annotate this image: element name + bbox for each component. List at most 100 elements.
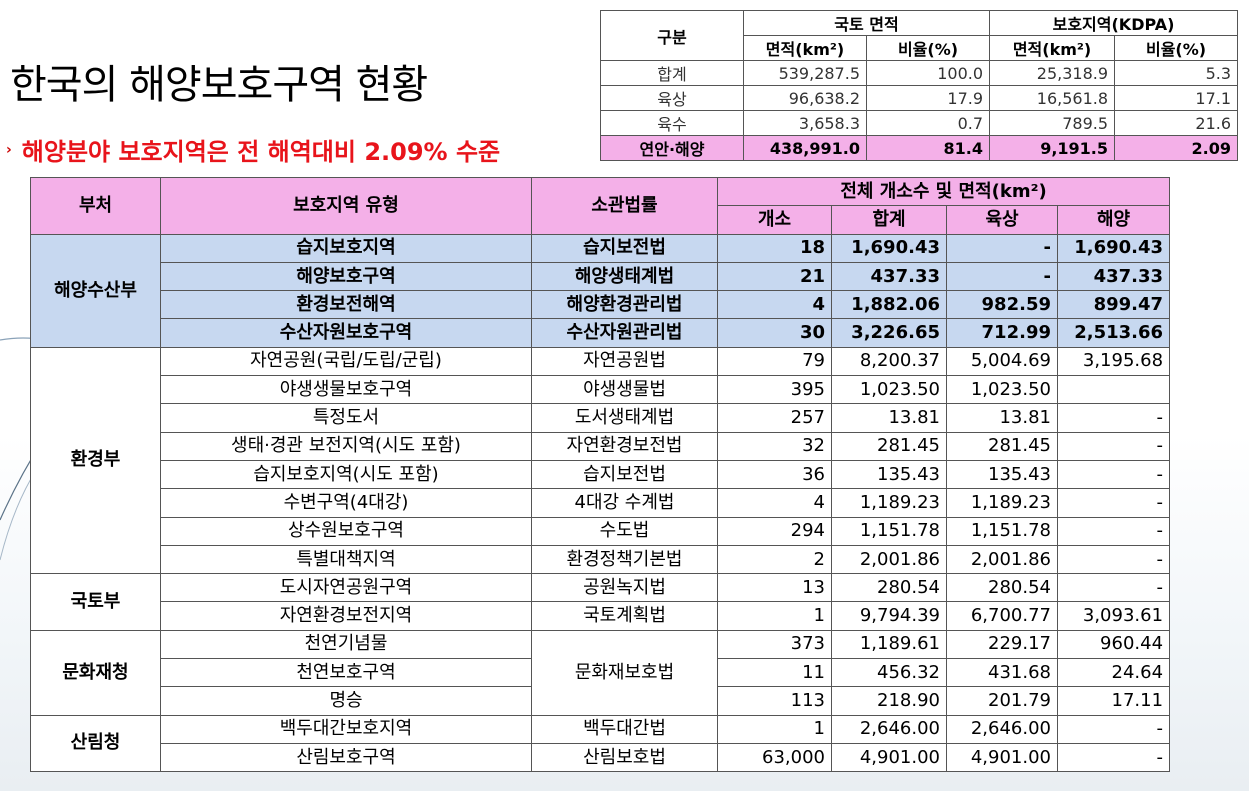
summary-row-label: 연안·해양 [600, 135, 744, 161]
type-cell: 특별대책지역 [160, 544, 532, 575]
subtitle-row: › 해양분야 보호지역은 전 해역대비 2.09% 수준 [6, 132, 500, 167]
summary-table: 구분 국토 면적 보호지역(KDPA) 면적(km²) 비율(%) 면적(km²… [600, 10, 1239, 161]
total-cell: 281.45 [831, 431, 947, 461]
law-cell: 문화재보호법 [531, 629, 718, 716]
law-cell: 습지보전법 [531, 233, 718, 263]
sea-cell: 24.64 [1056, 658, 1171, 688]
type-cell: 명승 [160, 686, 532, 716]
law-cell: 국토계획법 [531, 601, 718, 631]
summary-row-label: 육수 [600, 110, 744, 136]
summary-subheader-ratio: 비율(%) [1114, 35, 1239, 61]
total-cell: 3,226.65 [831, 318, 947, 348]
table-row: 야생생물보호구역 야생생물법 395 1,023.50 1,023.50 [31, 375, 1171, 405]
count-cell: 1 [717, 601, 832, 631]
total-cell: 13.81 [831, 403, 947, 433]
bullet-arrow-icon: › [6, 141, 12, 158]
table-row: 특정도서 도서생태계법 257 13.81 13.81 - [31, 403, 1171, 433]
sea-cell: - [1056, 742, 1171, 773]
land-cell: 4,901.00 [946, 742, 1058, 773]
land-cell: 2,646.00 [946, 714, 1058, 744]
count-cell: 11 [717, 658, 832, 688]
sea-cell: 960.44 [1056, 629, 1171, 660]
summary-row-highlight: 연안·해양 438,991.0 81.4 9,191.5 2.09 [600, 135, 1239, 161]
header-group: 전체 개소수 및 면적(km²) [716, 176, 1171, 207]
land-cell: 201.79 [946, 686, 1058, 716]
law-cell: 도서생태계법 [531, 403, 718, 433]
type-cell: 환경보전해역 [160, 290, 532, 320]
total-cell: 8,200.37 [831, 346, 947, 377]
sea-cell: 3,195.68 [1056, 346, 1171, 377]
type-cell: 천연보호구역 [160, 658, 532, 688]
type-cell: 특정도서 [160, 403, 532, 433]
total-cell: 2,001.86 [831, 544, 947, 575]
count-cell: 395 [717, 375, 832, 405]
total-cell: 437.33 [831, 261, 947, 292]
sea-cell: 899.47 [1056, 290, 1171, 320]
slide-title: 한국의 해양보호구역 현황 [10, 62, 428, 108]
count-cell: 18 [717, 233, 832, 263]
sea-cell: - [1056, 459, 1171, 490]
header-land: 육상 [946, 205, 1058, 235]
summary-header-category: 구분 [600, 10, 744, 61]
law-cell: 4대강 수계법 [531, 488, 718, 518]
dept-cell: 산림청 [30, 714, 161, 773]
summary-land-ratio: 100.0 [865, 60, 991, 86]
table-row: 국토부 도시자연공원구역 공원녹지법 13 280.54 280.54 - [30, 573, 1171, 631]
land-cell: 5,004.69 [946, 346, 1058, 377]
table-row: 명승 113 218.90 201.79 17.11 [31, 686, 1171, 716]
summary-header-land: 국토 면적 [742, 10, 991, 36]
land-cell: 712.99 [946, 318, 1058, 348]
table-row: 환경부 자연공원(국립/도립/군립) 자연공원법 79 8,200.37 5,0… [30, 346, 1171, 575]
table-row: 수산자원보호구역 수산자원관리법 30 3,226.65 712.99 2,51… [31, 318, 1171, 348]
summary-land-ratio: 0.7 [865, 110, 991, 136]
count-cell: 13 [717, 573, 832, 603]
sea-cell: - [1056, 714, 1171, 744]
table-row: 상수원보호구역 수도법 294 1,151.78 1,151.78 - [31, 516, 1171, 546]
table-row: 습지보호지역(시도 포함) 습지보전법 36 135.43 135.43 - [31, 459, 1171, 490]
total-cell: 2,646.00 [831, 714, 947, 744]
total-cell: 218.90 [831, 686, 947, 716]
header-count: 개소 [717, 205, 832, 235]
count-cell: 4 [717, 290, 832, 320]
law-cell: 수도법 [531, 516, 718, 546]
law-cell: 환경정책기본법 [531, 544, 718, 575]
type-cell: 산림보호구역 [160, 742, 532, 773]
sea-cell: - [1056, 544, 1171, 575]
law-cell: 산림보호법 [531, 742, 718, 773]
summary-pa-ratio: 2.09 [1114, 135, 1239, 161]
sea-cell: - [1056, 431, 1171, 461]
type-cell: 자연공원(국립/도립/군립) [160, 346, 532, 377]
law-cell: 야생생물법 [531, 375, 718, 405]
summary-pa-area: 16,561.8 [989, 85, 1116, 111]
law-cell: 해양생태계법 [531, 261, 718, 292]
summary-row: 육상 96,638.2 17.9 16,561.8 17.1 [600, 85, 1239, 111]
summary-row: 합계 539,287.5 100.0 25,318.9 5.3 [600, 60, 1239, 86]
type-cell: 수산자원보호구역 [160, 318, 532, 348]
table-row: 수변구역(4대강) 4대강 수계법 4 1,189.23 1,189.23 - [31, 488, 1171, 518]
type-cell: 수변구역(4대강) [160, 488, 532, 518]
count-cell: 4 [717, 488, 832, 518]
count-cell: 63,000 [717, 742, 832, 773]
table-row: 생태·경관 보전지역(시도 포함) 자연환경보전법 32 281.45 281.… [31, 431, 1171, 461]
sea-cell: 3,093.61 [1056, 601, 1171, 631]
table-row: 자연환경보전지역 국토계획법 1 9,794.39 6,700.77 3,093… [31, 601, 1171, 631]
summary-land-area: 438,991.0 [743, 135, 867, 161]
land-cell: 280.54 [946, 573, 1058, 603]
table-row: 산림보호구역 산림보호법 63,000 4,901.00 4,901.00 - [31, 742, 1171, 773]
total-cell: 9,794.39 [831, 601, 947, 631]
total-cell: 456.32 [831, 658, 947, 688]
count-cell: 79 [717, 346, 832, 377]
summary-land-area: 3,658.3 [743, 110, 867, 136]
summary-land-area: 539,287.5 [743, 60, 867, 86]
total-cell: 4,901.00 [831, 742, 947, 773]
total-cell: 135.43 [831, 459, 947, 490]
summary-pa-area: 789.5 [989, 110, 1116, 136]
summary-row-label: 합계 [600, 60, 744, 86]
table-row: 해양수산부 습지보호지역 습지보전법 18 1,690.43 - 1,690.4… [30, 233, 1171, 348]
total-cell: 1,023.50 [831, 375, 947, 405]
table-row: 환경보전해역 해양환경관리법 4 1,882.06 982.59 899.47 [31, 290, 1171, 320]
table-row: 해양보호구역 해양생태계법 21 437.33 - 437.33 [31, 261, 1171, 292]
type-cell: 야생생물보호구역 [160, 375, 532, 405]
land-cell: 281.45 [946, 431, 1058, 461]
summary-land-ratio: 81.4 [865, 135, 991, 161]
